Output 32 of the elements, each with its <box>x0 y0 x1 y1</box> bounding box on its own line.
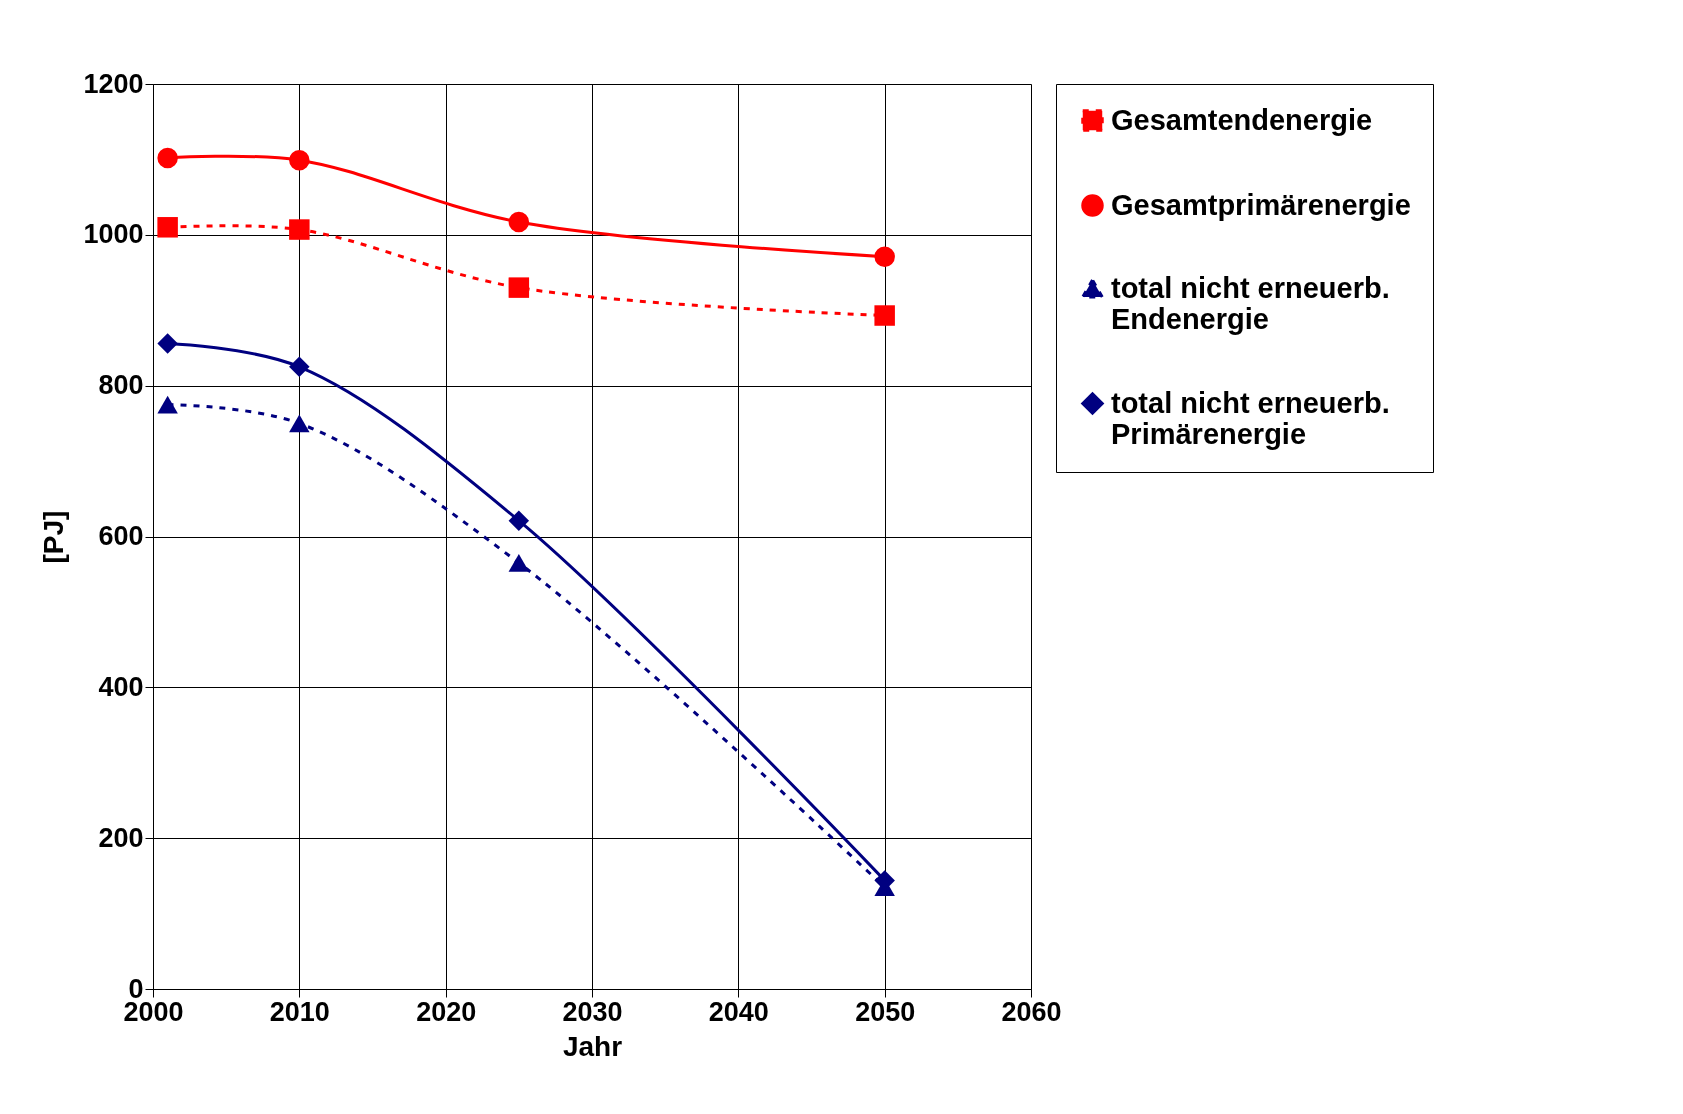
x-tick-label: 2050 <box>855 996 916 1027</box>
y-tick-label: 600 <box>98 521 144 551</box>
legend-label: total nicht erneuerb. Endenergie <box>1111 271 1390 335</box>
x-tick-label: 2030 <box>562 996 623 1027</box>
point <box>508 554 530 572</box>
point <box>874 305 895 326</box>
legend-label: Gesamtprimärenergie <box>1111 188 1411 221</box>
x-axis-title: Jahr <box>562 1030 623 1062</box>
point <box>289 356 310 378</box>
point <box>289 149 310 171</box>
legend-label: Gesamtendenergie <box>1111 103 1373 136</box>
point <box>289 219 310 240</box>
y-tick-label: 200 <box>98 822 144 853</box>
x-tick-label: 2060 <box>1001 996 1062 1027</box>
point <box>874 246 895 267</box>
point <box>508 211 530 233</box>
x-tick-label: 2040 <box>708 996 769 1027</box>
y-axis-title: [PJ] <box>38 510 70 564</box>
y-tick-label: 1000 <box>83 219 144 250</box>
point <box>508 510 530 531</box>
point <box>289 414 310 433</box>
x-tick-label: 2020 <box>416 996 477 1027</box>
point <box>508 277 530 298</box>
point <box>157 217 178 238</box>
x-tick-label: 2010 <box>269 996 330 1027</box>
y-tick-label: 800 <box>98 370 144 401</box>
point <box>157 333 178 354</box>
y-tick-label: 1200 <box>83 68 144 99</box>
y-tick-label: 400 <box>98 671 144 702</box>
point <box>157 395 178 414</box>
legend-label: total nicht erneuerb. Primärenergie <box>1111 386 1390 450</box>
point <box>157 147 178 169</box>
